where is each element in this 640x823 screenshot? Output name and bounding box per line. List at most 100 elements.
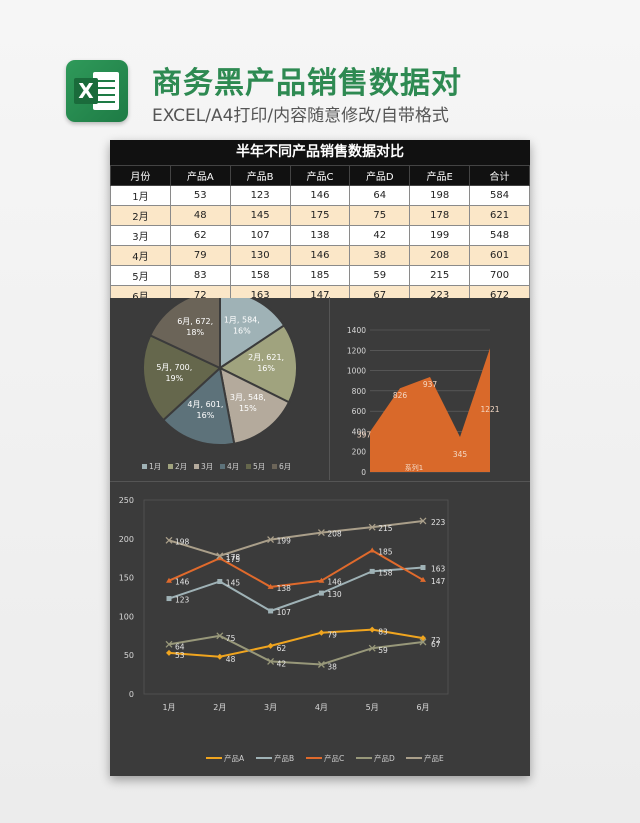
- legend-marker: [168, 464, 173, 469]
- data-point: [369, 547, 376, 553]
- legend-label: 4月: [227, 462, 239, 471]
- legend-label: 产品D: [374, 753, 395, 763]
- table-cell[interactable]: 178: [409, 205, 471, 226]
- table-cell[interactable]: 38: [349, 245, 411, 266]
- data-point: [216, 632, 224, 640]
- x-tick-label: 2月: [213, 703, 226, 712]
- data-point: [317, 529, 325, 537]
- data-point: [369, 626, 376, 633]
- line-chart: 0 50 100 150 200 250 1月 2月 3月 4月 5月 6月 53 48 62 79 83 72 1…: [119, 496, 449, 763]
- legend-marker: [194, 464, 199, 469]
- table-cell[interactable]: 584: [469, 185, 530, 206]
- data-point: [420, 576, 426, 582]
- data-point: [369, 568, 375, 574]
- pie-slice: [161, 366, 236, 446]
- table-cell[interactable]: 75: [349, 205, 411, 226]
- table-cell[interactable]: 48: [169, 205, 231, 226]
- data-point: [420, 565, 426, 571]
- table-cell[interactable]: 64: [349, 185, 411, 206]
- table-cell[interactable]: 62: [169, 225, 231, 246]
- data-label: 123: [175, 596, 190, 605]
- table-cell[interactable]: 175: [289, 205, 351, 226]
- legend-marker: [246, 464, 251, 469]
- table-row: 5月 83 158 185 59 215 700: [110, 265, 530, 286]
- table-cell[interactable]: 146: [289, 245, 351, 266]
- table-cell[interactable]: 107: [229, 225, 291, 246]
- table-cell[interactable]: 208: [409, 245, 471, 266]
- pie-slice: [218, 324, 298, 404]
- area-chart-panel: 0 200 400 600 800 1000 1200 1400 397 826 937 345 122…: [330, 298, 530, 481]
- data-label: 937: [423, 380, 438, 389]
- data-point: [267, 642, 274, 649]
- table-cell[interactable]: 53: [169, 185, 231, 206]
- table-cell[interactable]: 138: [289, 225, 351, 246]
- data-label: 75: [226, 634, 236, 643]
- y-tick-label: 250: [119, 496, 134, 505]
- column-header: 产品B: [229, 165, 291, 186]
- data-label: 130: [327, 590, 342, 599]
- table-cell[interactable]: 42: [349, 225, 411, 246]
- table-cell[interactable]: 700: [469, 265, 530, 286]
- table-cell[interactable]: 2月: [110, 205, 171, 226]
- table-cell[interactable]: 3月: [110, 225, 171, 246]
- y-tick-label: 100: [119, 612, 134, 621]
- data-label: 158: [378, 568, 393, 577]
- data-point: [267, 536, 275, 544]
- data-point: [268, 608, 274, 614]
- table-cell[interactable]: 601: [469, 245, 530, 266]
- data-point: [216, 552, 224, 560]
- column-header: 产品E: [409, 165, 471, 186]
- table-row: 1月 53 123 146 64 198 584: [110, 185, 530, 206]
- table-cell[interactable]: 130: [229, 245, 291, 266]
- page-title: 商务黑产品销售数据对: [152, 66, 462, 101]
- y-tick-label: 50: [124, 651, 134, 660]
- data-point: [166, 649, 172, 656]
- table-cell[interactable]: 548: [469, 225, 530, 246]
- column-header: 月份: [110, 165, 171, 186]
- data-label: 72: [431, 636, 441, 645]
- table-cell[interactable]: 198: [409, 185, 471, 206]
- table-cell[interactable]: 59: [349, 265, 411, 286]
- table-cell[interactable]: 83: [169, 265, 231, 286]
- pie-slice: [142, 334, 222, 422]
- table-cell[interactable]: 79: [169, 245, 231, 266]
- data-label: 53: [175, 651, 185, 660]
- data-label: 59: [378, 646, 388, 655]
- y-tick-label: 600: [352, 407, 367, 416]
- y-tick-label: 150: [119, 574, 134, 583]
- data-label: 79: [327, 631, 337, 640]
- data-point: [318, 577, 325, 583]
- table-row: 2月 48 145 175 75 178 621: [110, 205, 530, 226]
- line-chart-panel: 0 50 100 150 200 250 1月 2月 3月 4月 5月 6月 53 48 62 79 83 72 1…: [110, 482, 530, 776]
- legend-label: 1月: [149, 462, 161, 471]
- table-row: 3月 62 107 138 42 199 548: [110, 225, 530, 246]
- area-chart: 0 200 400 600 800 1000 1200 1400 397 826 937 345 122…: [347, 326, 500, 477]
- series-line: [168, 519, 424, 557]
- column-header: 产品C: [289, 165, 351, 186]
- table-cell[interactable]: 145: [229, 205, 291, 226]
- y-tick-label: 1000: [347, 367, 366, 376]
- table-cell[interactable]: 621: [469, 205, 530, 226]
- table-cell[interactable]: 1月: [110, 185, 171, 206]
- table-cell[interactable]: 199: [409, 225, 471, 246]
- table-cell[interactable]: 185: [289, 265, 351, 286]
- data-point: [318, 629, 325, 636]
- excel-logo-icon: X: [66, 60, 128, 122]
- data-label: 223: [431, 518, 446, 527]
- table-cell[interactable]: 215: [409, 265, 471, 286]
- y-tick-label: 400: [352, 427, 367, 436]
- pie-slice: [218, 366, 291, 445]
- data-label: 146: [175, 578, 190, 587]
- pie-data-label: 1月, 584, 16%: [224, 315, 260, 335]
- data-label: 826: [393, 391, 408, 400]
- table-cell[interactable]: 158: [229, 265, 291, 286]
- table-cell[interactable]: 5月: [110, 265, 171, 286]
- data-label: 199: [277, 537, 292, 546]
- data-point: [368, 644, 376, 652]
- table-cell[interactable]: 123: [229, 185, 291, 206]
- x-tick-label: 6月: [416, 703, 429, 712]
- plot-area: [143, 499, 449, 695]
- area-series: [370, 348, 490, 472]
- table-cell[interactable]: 146: [289, 185, 351, 206]
- table-cell[interactable]: 4月: [110, 245, 171, 266]
